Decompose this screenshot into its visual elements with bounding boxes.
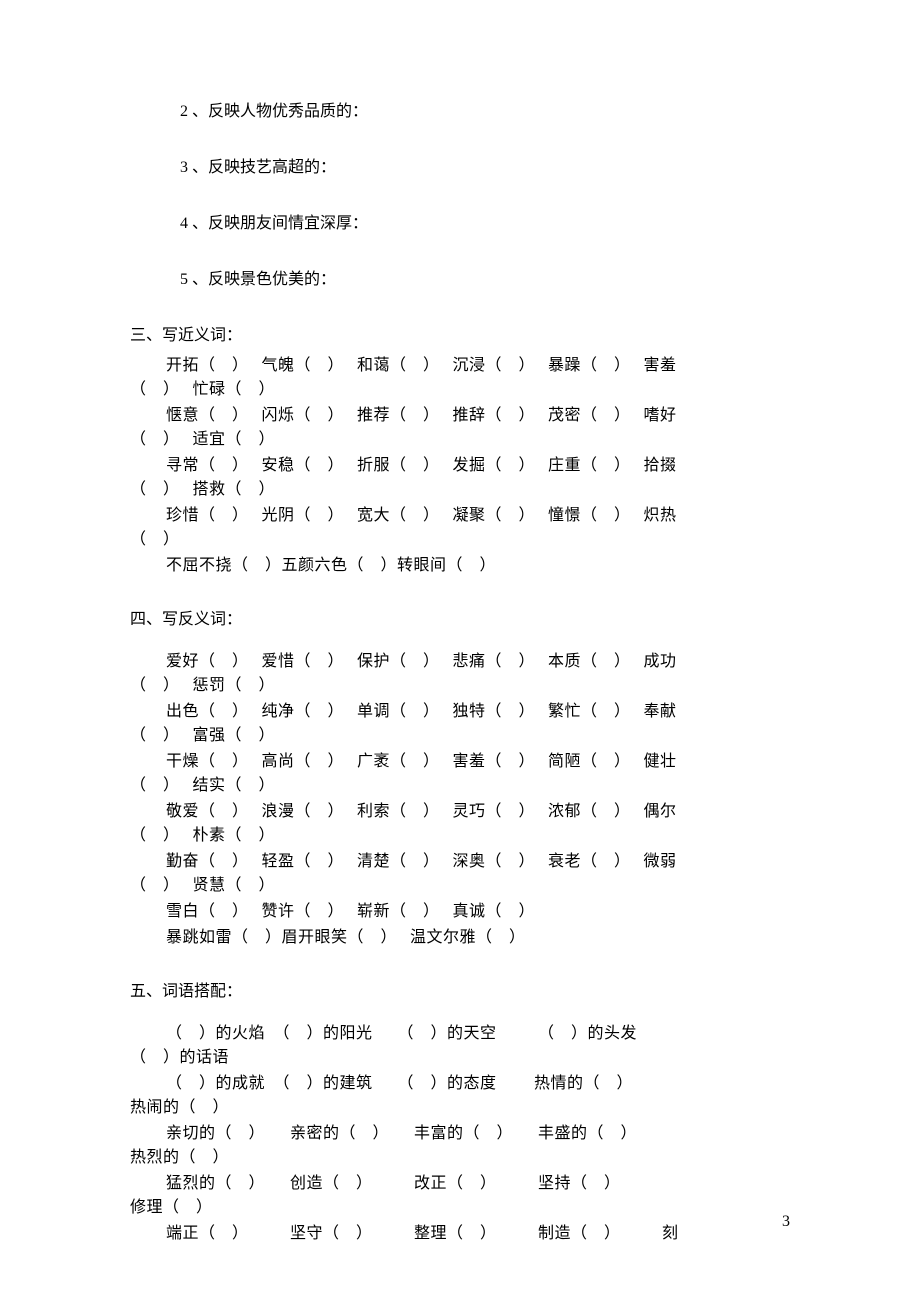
word-row: 惬意（ ） 闪烁（ ） 推荐（ ） 推辞（ ） 茂密（ ） 嗜好 （ ） 适宜（… (130, 404, 790, 452)
word-row: 出色（ ） 纯净（ ） 单调（ ） 独特（ ） 繁忙（ ） 奉献 （ ） 富强（… (130, 700, 790, 748)
word-row: 开拓（ ） 气魄（ ） 和蔼（ ） 沉浸（ ） 暴躁（ ） 害羞 （ ） 忙碌（… (130, 354, 790, 402)
section-antonyms-heading: 四、写反义词： (130, 608, 790, 632)
list-item-3: 3 、反映技艺高超的： (130, 156, 790, 180)
word-row: 爱好（ ） 爱惜（ ） 保护（ ） 悲痛（ ） 本质（ ） 成功 （ ） 惩罚（… (130, 650, 790, 698)
word-row: （ ）的成就 （ ）的建筑 （ ）的态度 热情的（ ） 热闹的（ ） (130, 1072, 790, 1120)
list-item-4: 4 、反映朋友间情宜深厚： (130, 212, 790, 236)
section-heading: 三、写近义词： (130, 324, 790, 348)
word-row: 勤奋（ ） 轻盈（ ） 清楚（ ） 深奥（ ） 衰老（ ） 微弱 （ ） 贤慧（… (130, 850, 790, 898)
word-row: 珍惜（ ） 光阴（ ） 宽大（ ） 凝聚（ ） 憧憬（ ） 炽热 （ ） (130, 504, 790, 552)
list-item-5: 5 、反映景色优美的： (130, 268, 790, 292)
word-row: 猛烈的（ ） 创造（ ） 改正（ ） 坚持（ ） 修理（ ） (130, 1172, 790, 1220)
word-row: 暴跳如雷（ ）眉开眼笑（ ） 温文尔雅（ ） (130, 926, 790, 950)
section-collocation: （ ）的火焰 （ ）的阳光 （ ）的天空 （ ）的头发 （ ）的话语 （ ）的成… (130, 1022, 790, 1246)
word-row: （ ）的火焰 （ ）的阳光 （ ）的天空 （ ）的头发 （ ）的话语 (130, 1022, 790, 1070)
word-row: 雪白（ ） 赞许（ ） 崭新（ ） 真诚（ ） (130, 900, 790, 924)
page-number: 3 (782, 1210, 790, 1234)
word-row: 端正（ ） 坚守（ ） 整理（ ） 制造（ ） 刻 (130, 1222, 790, 1246)
section-antonyms: 爱好（ ） 爱惜（ ） 保护（ ） 悲痛（ ） 本质（ ） 成功 （ ） 惩罚（… (130, 650, 790, 950)
section-synonyms: 三、写近义词： 开拓（ ） 气魄（ ） 和蔼（ ） 沉浸（ ） 暴躁（ ） 害羞… (130, 324, 790, 578)
section-collocation-heading: 五、词语搭配： (130, 980, 790, 1004)
word-row: 亲切的（ ） 亲密的（ ） 丰富的（ ） 丰盛的（ ） 热烈的（ ） (130, 1122, 790, 1170)
word-row: 敬爱（ ） 浪漫（ ） 利索（ ） 灵巧（ ） 浓郁（ ） 偶尔 （ ） 朴素（… (130, 800, 790, 848)
word-row: 不屈不挠（ ）五颜六色（ ）转眼间（ ） (130, 554, 790, 578)
word-row: 干燥（ ） 高尚（ ） 广袤（ ） 害羞（ ） 简陋（ ） 健壮 （ ） 结实（… (130, 750, 790, 798)
list-item-2: 2 、反映人物优秀品质的： (130, 100, 790, 124)
word-row: 寻常（ ） 安稳（ ） 折服（ ） 发掘（ ） 庄重（ ） 拾掇 （ ） 搭救（… (130, 454, 790, 502)
